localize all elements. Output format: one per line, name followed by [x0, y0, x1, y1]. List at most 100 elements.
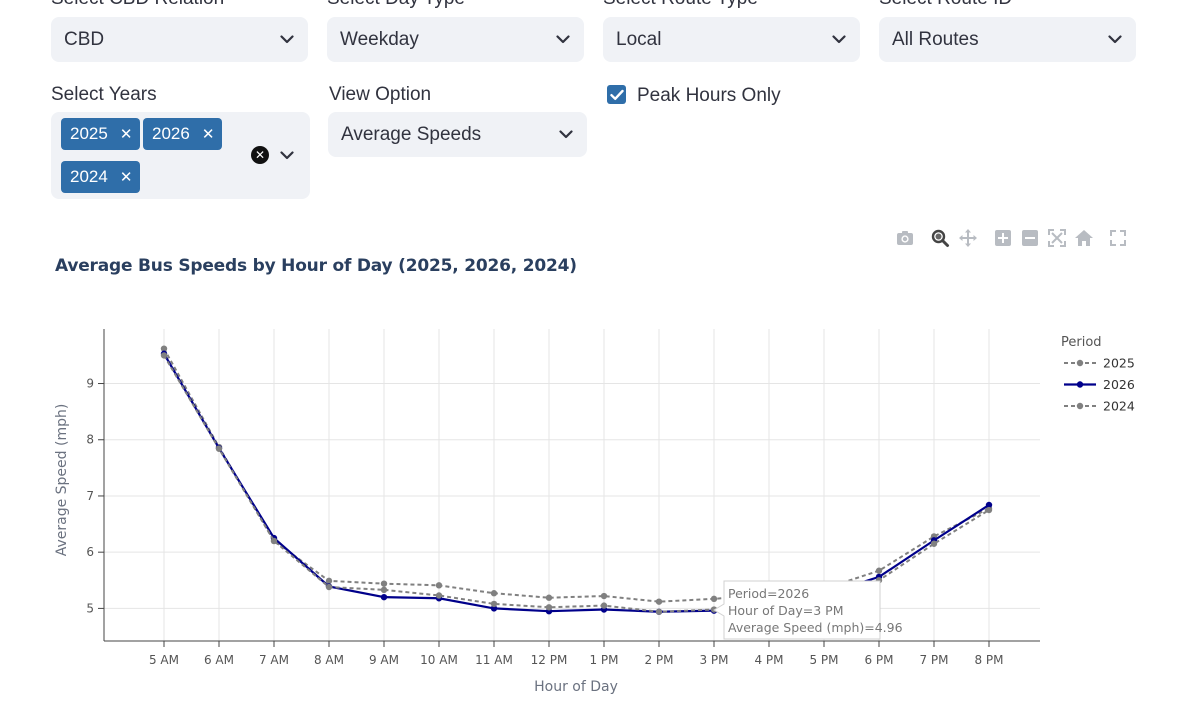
reset-axes-icon[interactable]: [1074, 228, 1094, 248]
x-tick-label: 7 AM: [259, 653, 289, 667]
legend-item-2025[interactable]: 2025: [1064, 356, 1135, 371]
data-point[interactable]: [655, 598, 663, 605]
camera-icon[interactable]: [895, 228, 915, 248]
data-point[interactable]: [765, 601, 773, 608]
data-point[interactable]: [380, 580, 388, 587]
data-point[interactable]: [325, 577, 333, 585]
data-point[interactable]: [710, 595, 718, 603]
year-tag[interactable]: 2025 ✕: [61, 118, 141, 150]
data-point[interactable]: [655, 608, 663, 615]
zoom-in-icon[interactable]: [993, 228, 1013, 248]
chart-title: Average Bus Speeds by Hour of Day (2025,…: [55, 256, 577, 276]
route-id-select[interactable]: All Routes: [879, 17, 1136, 62]
zoom-out-icon[interactable]: [1020, 228, 1040, 248]
data-point[interactable]: [160, 350, 168, 357]
series-2026[interactable]: [160, 350, 993, 615]
data-point[interactable]: [710, 607, 718, 614]
data-point[interactable]: [160, 345, 168, 352]
data-point[interactable]: [820, 591, 828, 598]
remove-tag-icon[interactable]: ✕: [119, 125, 133, 143]
data-point[interactable]: [435, 592, 443, 599]
data-point[interactable]: [765, 602, 773, 609]
data-point[interactable]: [875, 573, 883, 581]
view-option-label: View Option: [329, 84, 432, 105]
years-multiselect[interactable]: 2025 ✕ 2026 ✕ 2024 ✕ ✕: [51, 112, 310, 199]
x-tick-label: 11 AM: [475, 653, 513, 667]
autoscale-icon[interactable]: [1047, 228, 1067, 248]
data-point[interactable]: [160, 352, 168, 359]
data-point[interactable]: [820, 585, 828, 592]
data-point[interactable]: [435, 595, 443, 602]
data-point[interactable]: [655, 608, 663, 615]
data-point[interactable]: [545, 608, 553, 615]
pan-icon[interactable]: [958, 228, 978, 248]
data-point[interactable]: [545, 604, 553, 611]
route-type-value: Local: [616, 28, 662, 50]
data-point[interactable]: [545, 594, 553, 601]
data-point[interactable]: [930, 533, 938, 540]
tooltip-line-speed: Average Speed (mph)=4.96: [728, 620, 903, 635]
data-point[interactable]: [765, 591, 773, 598]
remove-tag-icon[interactable]: ✕: [119, 168, 133, 186]
year-tag[interactable]: 2026 ✕: [143, 118, 223, 150]
hover-tooltip: Period=2026 Hour of Day=3 PM Average Spe…: [713, 580, 903, 640]
data-point[interactable]: [325, 583, 333, 591]
data-point[interactable]: [270, 537, 278, 545]
series-2024[interactable]: [160, 352, 993, 615]
x-tick-label: 8 PM: [974, 653, 1003, 667]
legend-label: 2024: [1103, 399, 1135, 414]
cbd-relation-value: CBD: [64, 28, 105, 50]
data-point[interactable]: [435, 582, 443, 589]
data-point[interactable]: [215, 443, 223, 451]
series-2025[interactable]: [160, 345, 993, 605]
tooltip-line-period: Period=2026: [728, 586, 809, 601]
data-point[interactable]: [215, 445, 223, 452]
data-point[interactable]: [380, 593, 388, 601]
zoom-icon[interactable]: [930, 228, 950, 248]
fullscreen-icon[interactable]: [1108, 228, 1128, 248]
day-type-select[interactable]: Weekday: [327, 17, 584, 62]
view-option-select[interactable]: Average Speeds: [328, 112, 587, 157]
data-point[interactable]: [270, 534, 278, 542]
legend-item-2026[interactable]: 2026: [1064, 377, 1135, 392]
data-point[interactable]: [380, 586, 388, 594]
peak-hours-checkbox[interactable]: [607, 85, 626, 104]
clear-all-icon[interactable]: ✕: [251, 146, 269, 164]
peak-hours-label[interactable]: Peak Hours Only: [637, 85, 781, 106]
x-tick-labels: 5 AM 6 AM 7 AM 8 AM 9 AM 10 AM 11 AM 12 PM 1 PM 2…: [149, 641, 1004, 667]
data-point[interactable]: [875, 567, 883, 574]
data-point[interactable]: [930, 537, 938, 544]
y-tick-label: 8: [86, 433, 94, 447]
year-tag-label: 2025: [70, 124, 108, 143]
data-point[interactable]: [820, 592, 828, 600]
legend-item-2024[interactable]: 2024: [1064, 399, 1135, 414]
data-point[interactable]: [490, 605, 498, 612]
data-point[interactable]: [490, 590, 498, 597]
data-point[interactable]: [325, 583, 333, 590]
x-tick-label: 6 AM: [204, 653, 234, 667]
data-point[interactable]: [600, 602, 608, 609]
data-point[interactable]: [600, 592, 608, 600]
data-point[interactable]: [985, 505, 993, 512]
data-point[interactable]: [215, 444, 223, 452]
data-point[interactable]: [600, 606, 608, 613]
data-point[interactable]: [985, 501, 993, 509]
legend-marker: [1076, 402, 1084, 410]
data-point[interactable]: [490, 600, 498, 608]
data-point[interactable]: [985, 506, 993, 514]
chevron-down-icon[interactable]: [279, 147, 295, 163]
data-point[interactable]: [875, 577, 883, 584]
cbd-relation-select[interactable]: CBD: [51, 17, 308, 62]
year-tag-label: 2026: [152, 124, 190, 143]
x-tick-label: 6 PM: [864, 653, 893, 667]
data-point[interactable]: [930, 540, 938, 547]
x-tick-label: 1 PM: [589, 653, 618, 667]
year-tag[interactable]: 2024 ✕: [61, 161, 141, 193]
data-point[interactable]: [270, 537, 278, 545]
route-type-select[interactable]: Local: [603, 17, 860, 62]
legend[interactable]: Period 2025 2026 2024: [1061, 335, 1135, 414]
data-point[interactable]: [710, 606, 718, 613]
remove-tag-icon[interactable]: ✕: [201, 125, 215, 143]
chevron-down-icon: [555, 32, 571, 48]
